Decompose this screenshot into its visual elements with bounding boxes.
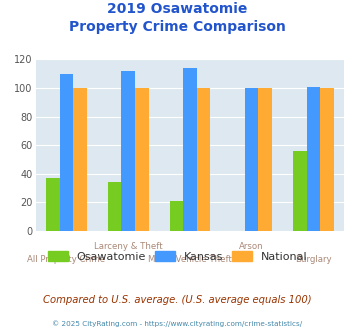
Bar xyxy=(108,182,121,231)
Bar xyxy=(307,86,320,231)
Bar xyxy=(320,88,334,231)
Bar xyxy=(170,201,183,231)
Text: Arson: Arson xyxy=(239,242,264,251)
Bar xyxy=(258,88,272,231)
Bar xyxy=(60,74,73,231)
Text: 2019 Osawatomie: 2019 Osawatomie xyxy=(107,2,248,16)
Legend: Osawatomie, Kansas, National: Osawatomie, Kansas, National xyxy=(43,247,312,267)
Bar xyxy=(197,88,210,231)
Bar xyxy=(135,88,148,231)
Bar xyxy=(245,88,258,231)
Text: Motor Vehicle Theft: Motor Vehicle Theft xyxy=(148,255,232,264)
Bar xyxy=(73,88,87,231)
Bar xyxy=(121,71,135,231)
Text: Property Crime Comparison: Property Crime Comparison xyxy=(69,20,286,34)
Bar xyxy=(183,68,197,231)
Text: © 2025 CityRating.com - https://www.cityrating.com/crime-statistics/: © 2025 CityRating.com - https://www.city… xyxy=(53,320,302,327)
Text: Burglary: Burglary xyxy=(295,255,332,264)
Bar xyxy=(293,151,307,231)
Bar xyxy=(46,178,60,231)
Text: All Property Crime: All Property Crime xyxy=(27,255,105,264)
Text: Larceny & Theft: Larceny & Theft xyxy=(94,242,163,251)
Text: Compared to U.S. average. (U.S. average equals 100): Compared to U.S. average. (U.S. average … xyxy=(43,295,312,305)
